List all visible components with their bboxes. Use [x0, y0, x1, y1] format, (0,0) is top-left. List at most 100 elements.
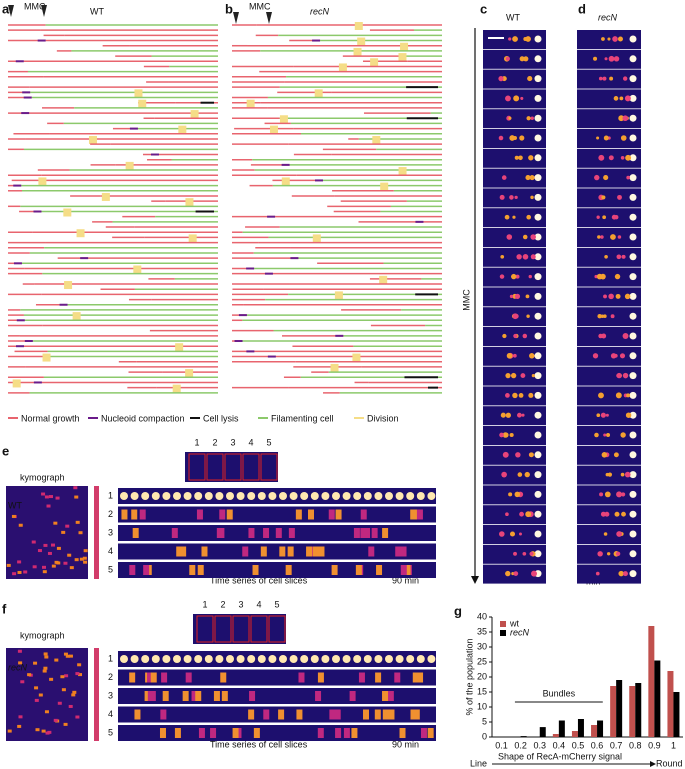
spot [534, 154, 542, 162]
spot [506, 352, 513, 359]
spot [406, 492, 415, 500]
spot [603, 135, 609, 141]
y-tick-label: 0 [482, 731, 487, 741]
division [38, 177, 47, 186]
x-left: Line [470, 758, 487, 768]
spot [620, 155, 625, 160]
spot [385, 492, 393, 500]
frame [483, 445, 546, 465]
spot [596, 215, 600, 219]
spot [528, 392, 534, 398]
spot [173, 655, 181, 663]
row-number: 1 [108, 490, 113, 500]
spot [249, 691, 256, 701]
spot [120, 492, 128, 500]
division [188, 234, 197, 243]
spot [171, 528, 178, 538]
panel-label: g [454, 603, 462, 618]
spot [607, 552, 611, 556]
kymo-spot [17, 570, 22, 574]
kymo-spot [75, 520, 80, 524]
spot [598, 76, 603, 81]
spot [368, 546, 375, 557]
spot [528, 155, 534, 161]
spot [342, 655, 351, 663]
spot [318, 546, 325, 557]
spot [343, 728, 350, 738]
spot [501, 175, 507, 180]
spot [263, 528, 270, 538]
spot [534, 292, 542, 300]
division [312, 234, 321, 243]
kymo-spot [74, 495, 79, 499]
panel-title: recN [310, 6, 330, 16]
spot [525, 175, 531, 181]
strain-label: recN [8, 662, 28, 672]
kymo-spot [79, 557, 84, 561]
spot [629, 471, 637, 479]
spot [602, 76, 607, 81]
kymo-spot [49, 677, 54, 681]
spot [406, 655, 415, 663]
spot [505, 95, 511, 102]
spot [617, 235, 622, 239]
kymo-spot [54, 658, 59, 662]
spot [596, 413, 601, 418]
frame [577, 346, 641, 366]
row-number: 2 [108, 509, 113, 519]
division [269, 125, 278, 134]
division [281, 177, 290, 186]
spot [162, 691, 169, 701]
division [370, 58, 379, 67]
spot [204, 492, 213, 500]
kymo-spot [42, 570, 47, 574]
division [334, 291, 343, 300]
spot [529, 353, 535, 359]
spot [260, 546, 267, 557]
spot [298, 672, 305, 683]
spot [534, 75, 542, 83]
spot [509, 294, 514, 299]
spot [180, 546, 187, 557]
spot [173, 492, 181, 500]
kymograph [6, 486, 88, 579]
spot [501, 471, 507, 478]
spot [629, 35, 637, 43]
cell-image [185, 452, 278, 482]
kymo-spot [43, 652, 48, 656]
division [279, 115, 288, 124]
spot [530, 254, 536, 260]
kymo-spot [67, 553, 72, 557]
spot [371, 528, 378, 538]
spot [159, 728, 166, 738]
kymo-spot [32, 565, 37, 569]
spot [534, 312, 542, 320]
spot [618, 115, 625, 122]
spot [279, 655, 287, 663]
panel-label: a [2, 1, 10, 16]
spot [616, 531, 622, 537]
spot [629, 411, 637, 419]
spot [629, 193, 637, 201]
spot [335, 728, 342, 738]
spot [534, 431, 542, 439]
spot [248, 528, 255, 538]
spot [363, 709, 370, 720]
division [63, 208, 72, 217]
spot [614, 511, 620, 517]
spot [295, 509, 302, 520]
spot [374, 655, 383, 663]
spot [629, 431, 637, 439]
spot [629, 253, 637, 261]
spot [236, 655, 245, 663]
arrow [8, 5, 14, 17]
bar [635, 683, 642, 737]
bar [673, 692, 680, 737]
spot [334, 709, 341, 720]
slice-box [260, 453, 278, 481]
spot [596, 136, 600, 140]
division [246, 99, 255, 108]
frame [577, 525, 641, 544]
spot [534, 94, 542, 102]
kymo-spot [7, 729, 12, 733]
